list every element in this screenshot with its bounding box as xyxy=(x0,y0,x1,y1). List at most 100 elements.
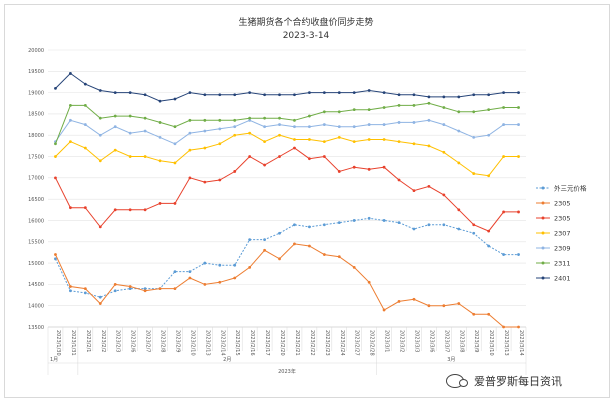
data-point xyxy=(397,93,401,97)
data-point xyxy=(472,110,476,114)
data-point xyxy=(278,155,281,158)
x-tick-label: 2023/2/6 xyxy=(130,330,136,352)
data-point xyxy=(158,287,162,291)
data-point xyxy=(308,244,311,248)
data-point xyxy=(278,116,281,120)
data-point xyxy=(397,300,401,303)
data-point xyxy=(173,270,177,273)
data-point xyxy=(128,91,132,95)
legend-marker xyxy=(541,231,545,235)
data-point xyxy=(352,91,356,95)
month-label: 2月 xyxy=(223,357,231,363)
x-tick-label: 2023/1/30 xyxy=(55,330,61,356)
data-point xyxy=(83,206,87,210)
data-point xyxy=(397,121,401,124)
data-point xyxy=(54,257,57,261)
data-point xyxy=(412,104,416,107)
data-point xyxy=(367,123,371,126)
data-point xyxy=(457,129,461,133)
series-2 xyxy=(54,146,520,233)
x-tick-label: 2023/2/24 xyxy=(339,330,345,356)
data-point xyxy=(113,208,117,212)
data-point xyxy=(98,133,102,137)
data-point xyxy=(173,161,177,165)
data-point xyxy=(248,131,252,135)
data-point xyxy=(83,82,87,86)
data-point xyxy=(113,91,117,95)
data-point xyxy=(69,104,72,107)
data-point xyxy=(502,123,505,126)
data-point xyxy=(352,140,356,144)
data-point xyxy=(54,86,57,90)
data-point xyxy=(517,253,520,256)
data-point xyxy=(233,170,237,173)
x-tick-label: 2023/3/8 xyxy=(458,330,464,352)
data-point xyxy=(233,133,237,137)
data-point xyxy=(337,135,341,139)
data-point xyxy=(248,155,252,158)
data-point xyxy=(248,116,252,120)
data-point xyxy=(472,172,476,175)
data-point xyxy=(382,123,386,126)
x-tick-label: 2023/2/14 xyxy=(219,330,225,356)
series-1 xyxy=(54,242,520,329)
data-point xyxy=(382,165,386,169)
data-point xyxy=(83,287,87,291)
series-line xyxy=(55,132,519,177)
data-point xyxy=(427,304,431,308)
data-point xyxy=(308,125,311,129)
data-point xyxy=(218,127,222,131)
data-point xyxy=(203,282,207,286)
data-point xyxy=(517,210,520,214)
data-point xyxy=(173,287,177,291)
data-point xyxy=(322,155,326,158)
series-6 xyxy=(54,72,520,103)
data-point xyxy=(143,93,147,97)
data-point xyxy=(113,282,117,286)
data-point xyxy=(487,174,491,178)
data-point xyxy=(128,131,132,135)
y-tick-label: 16000 xyxy=(28,218,44,224)
data-point xyxy=(517,106,520,109)
x-tick-label: 2023/3/6 xyxy=(428,330,434,352)
month-label: 3月 xyxy=(447,357,455,363)
year-label: 2023年 xyxy=(278,368,296,375)
x-tick-label: 2023/3/2 xyxy=(399,330,405,352)
watermark-text: 爱普罗斯每日资讯 xyxy=(474,375,562,388)
legend-label: 2401 xyxy=(554,274,571,282)
data-point xyxy=(54,155,57,158)
data-point xyxy=(69,118,72,122)
data-point xyxy=(293,242,296,246)
data-point xyxy=(263,163,266,167)
data-point xyxy=(337,255,341,259)
y-tick-label: 18500 xyxy=(28,112,44,118)
data-point xyxy=(427,101,431,105)
x-tick-label: 2023/2/15 xyxy=(234,330,240,356)
data-point xyxy=(412,227,416,231)
data-point xyxy=(173,97,177,101)
data-point xyxy=(113,289,117,293)
legend-marker xyxy=(541,246,545,250)
data-point xyxy=(367,108,371,112)
series-5 xyxy=(54,101,520,146)
data-point xyxy=(203,180,207,184)
data-point xyxy=(278,133,281,137)
data-point xyxy=(113,148,117,152)
data-point xyxy=(308,114,311,118)
data-point xyxy=(352,165,356,169)
chart-frame xyxy=(4,4,610,398)
data-point xyxy=(203,129,207,133)
data-point xyxy=(427,144,431,148)
data-point xyxy=(322,223,326,227)
legend: 外三元价格 2305 2305 2307 2309 2311 2401 xyxy=(536,183,587,282)
data-point xyxy=(487,312,491,316)
data-point xyxy=(98,89,102,92)
data-point xyxy=(263,140,266,144)
data-point xyxy=(322,140,326,144)
data-point xyxy=(218,142,222,146)
legend-label: 2307 xyxy=(554,229,571,237)
data-point xyxy=(188,176,192,180)
data-point xyxy=(98,159,102,163)
data-point xyxy=(487,108,491,112)
data-point xyxy=(98,295,102,299)
